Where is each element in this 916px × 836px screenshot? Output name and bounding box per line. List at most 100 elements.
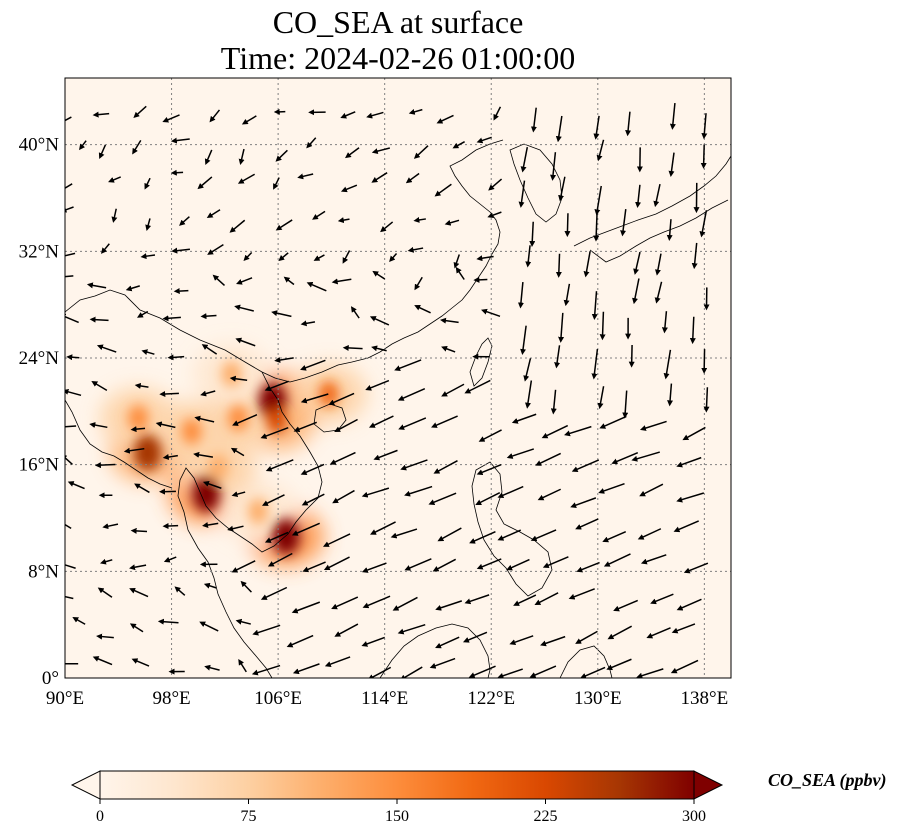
wind-arrow bbox=[345, 147, 360, 159]
wind-arrow bbox=[342, 344, 363, 351]
wind-arrow bbox=[98, 144, 107, 159]
wind-arrow bbox=[700, 144, 707, 169]
wind-arrow bbox=[611, 452, 639, 465]
wind-arrow bbox=[313, 254, 325, 261]
wind-arrow bbox=[676, 456, 702, 468]
wind-arrow bbox=[129, 564, 147, 571]
wind-arrow bbox=[368, 415, 394, 428]
wind-arrow bbox=[92, 111, 110, 118]
wind-arrow bbox=[666, 219, 673, 241]
wind-arrow bbox=[331, 278, 352, 285]
lon-tick-label: 98°E bbox=[152, 688, 190, 709]
wind-arrow bbox=[394, 359, 422, 371]
wind-arrow bbox=[405, 172, 420, 184]
wind-arrow bbox=[241, 115, 257, 125]
colorbar: 0 75 150 225 300 bbox=[70, 770, 724, 825]
wind-arrow bbox=[312, 210, 326, 220]
wind-arrow bbox=[414, 276, 423, 291]
wind-arrow bbox=[130, 426, 146, 433]
wind-arrow bbox=[434, 183, 452, 197]
wind-arrow bbox=[513, 594, 537, 606]
wind-arrow bbox=[237, 173, 256, 184]
wind-arrow bbox=[162, 454, 178, 460]
wind-arrow bbox=[300, 320, 316, 327]
wind-arrow bbox=[204, 664, 220, 671]
wind-arrow bbox=[66, 354, 80, 361]
wind-arrow bbox=[260, 586, 288, 600]
wind-arrow bbox=[212, 274, 226, 287]
wind-arrow bbox=[392, 596, 418, 611]
co-hotspot bbox=[208, 454, 229, 481]
colorbar-tick-label: 300 bbox=[682, 808, 706, 825]
wind-arrow bbox=[365, 379, 390, 391]
wind-arrow bbox=[92, 656, 113, 666]
wind-arrow bbox=[373, 449, 398, 461]
wind-arrow bbox=[251, 664, 281, 676]
wind-arrow bbox=[89, 316, 109, 323]
wind-arrow bbox=[540, 635, 566, 647]
wind-arrow bbox=[663, 349, 672, 380]
wind-arrow bbox=[441, 345, 456, 353]
wind-arrow bbox=[231, 560, 256, 573]
wind-arrow bbox=[264, 531, 289, 543]
wind-arrow bbox=[380, 221, 394, 233]
wind-arrow bbox=[199, 621, 219, 632]
wind-arrow bbox=[613, 599, 639, 612]
wind-arrow bbox=[676, 598, 702, 611]
wind-arrow bbox=[102, 523, 119, 530]
wind-arrow bbox=[369, 316, 390, 326]
lat-tick-label: 8°N bbox=[28, 561, 59, 582]
wind-arrow bbox=[274, 357, 294, 363]
wind-arrow bbox=[537, 488, 562, 501]
wind-arrow bbox=[478, 429, 502, 442]
wind-arrow bbox=[475, 492, 501, 505]
wind-arrow bbox=[534, 592, 559, 605]
wind-arrow bbox=[398, 417, 427, 430]
wind-arrow bbox=[606, 658, 632, 671]
wind-arrow bbox=[332, 489, 355, 504]
colorbar-label: CO_SEA (ppbv) bbox=[768, 770, 887, 790]
wind-arrow bbox=[594, 185, 602, 216]
co-hotspot bbox=[318, 381, 339, 407]
lat-tick-label: 0° bbox=[42, 668, 59, 689]
wind-arrow bbox=[481, 308, 501, 317]
colorbar-tick-label: 75 bbox=[241, 808, 257, 825]
wind-arrow bbox=[202, 480, 222, 489]
wind-arrow bbox=[134, 483, 150, 494]
wind-arrow bbox=[550, 389, 557, 415]
wind-arrow bbox=[404, 558, 432, 571]
wind-arrow bbox=[550, 152, 557, 181]
co-hotspot bbox=[228, 405, 249, 431]
wind-arrow bbox=[673, 520, 699, 533]
wind-arrow bbox=[367, 666, 392, 678]
wind-arrow bbox=[197, 176, 213, 190]
wind-arrow bbox=[300, 463, 325, 475]
wind-arrow bbox=[271, 310, 292, 318]
wind-arrow bbox=[564, 425, 592, 437]
wind-arrow bbox=[260, 426, 289, 439]
wind-arrow bbox=[661, 311, 668, 334]
wind-arrow bbox=[432, 558, 457, 572]
wind-arrow bbox=[174, 586, 186, 596]
wind-arrow bbox=[202, 522, 219, 528]
wind-arrow bbox=[389, 253, 398, 262]
wind-arrow bbox=[203, 582, 217, 589]
wind-arrow bbox=[361, 562, 387, 573]
wind-arrow bbox=[340, 111, 356, 119]
wind-arrow bbox=[229, 219, 246, 233]
wind-arrow bbox=[506, 558, 530, 571]
wind-arrow bbox=[497, 668, 523, 678]
wind-arrow bbox=[240, 580, 252, 593]
wind-arrow bbox=[670, 659, 699, 674]
wind-arrow bbox=[682, 426, 706, 441]
wind-arrow bbox=[541, 424, 569, 439]
wind-arrow bbox=[469, 531, 496, 544]
wind-arrow bbox=[171, 247, 190, 254]
wind-arrow bbox=[570, 497, 597, 508]
wind-arrow bbox=[640, 554, 667, 565]
wind-arrow bbox=[264, 380, 289, 392]
wind-arrow bbox=[273, 177, 280, 190]
wind-arrow bbox=[350, 306, 360, 319]
wind-arrow bbox=[441, 383, 465, 397]
